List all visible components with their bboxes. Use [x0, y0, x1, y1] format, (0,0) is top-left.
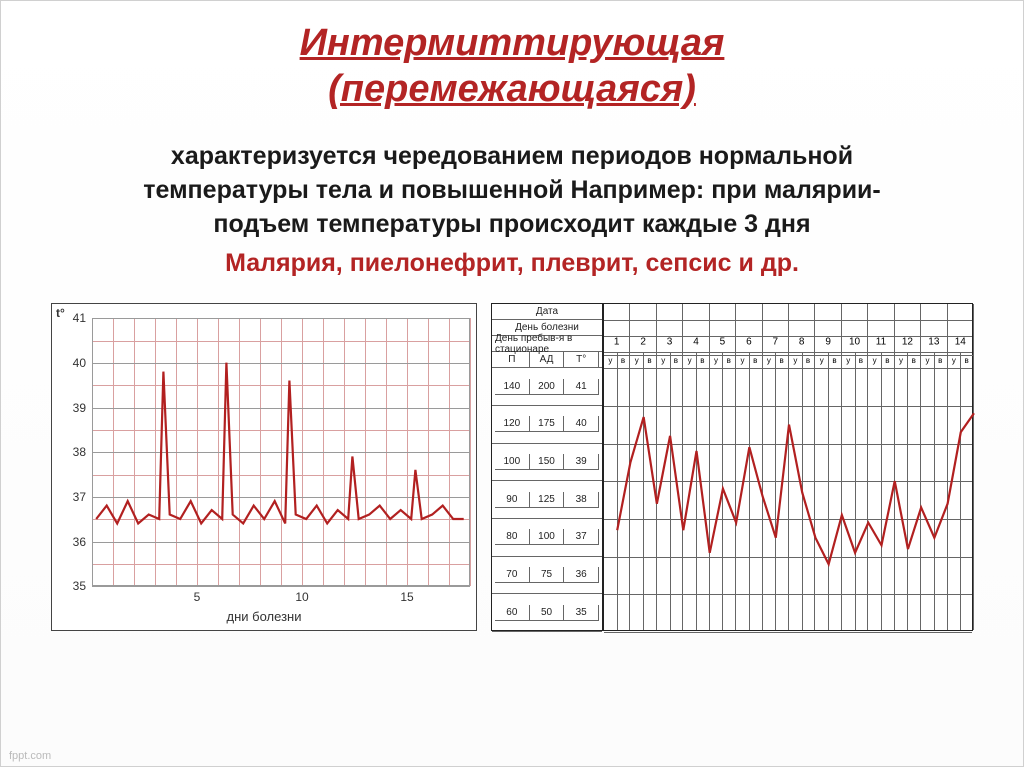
- scale-cell: 40: [564, 416, 599, 432]
- scale-cell: 36: [564, 567, 599, 583]
- scale-cell: 35: [564, 605, 599, 621]
- col-header: П: [495, 352, 530, 368]
- scale-cell: 150: [530, 454, 565, 470]
- scale-cell: 175: [530, 416, 565, 432]
- scale-cell: 60: [495, 605, 530, 621]
- watermark: fppt.com: [9, 750, 51, 762]
- col-header: Т°: [564, 352, 599, 368]
- chart-header-table: ДатаДень болезниДень пребыв-я в стациона…: [491, 303, 603, 631]
- scale-cell: 90: [495, 492, 530, 508]
- body-text: характеризуется чередованием периодов но…: [95, 140, 929, 241]
- slide-title: Интермиттирующая (перемежающаяся): [51, 21, 973, 112]
- slide: Интермиттирующая (перемежающаяся) характ…: [0, 0, 1024, 767]
- temperature-line: [604, 304, 972, 630]
- chart-grid-right: 1ув2ув3ув4ув5ув6ув7ув8ув9ув10ув11ув12ув1…: [603, 303, 973, 631]
- x-tick-label: 10: [295, 590, 308, 604]
- scale-cell: 38: [564, 492, 599, 508]
- scale-cell: 120: [495, 416, 530, 432]
- x-tick-label: 15: [400, 590, 413, 604]
- y-tick-label: 39: [52, 401, 86, 415]
- scale-cell: 75: [530, 567, 565, 583]
- x-tick-label: 5: [194, 590, 201, 604]
- header-row: Дата: [492, 304, 602, 320]
- scale-cell: 37: [564, 529, 599, 545]
- y-tick-label: 41: [52, 311, 86, 325]
- y-tick-label: 38: [52, 445, 86, 459]
- scale-cell: 125: [530, 492, 565, 508]
- scale-cell: 50: [530, 605, 565, 621]
- y-tick-label: 37: [52, 490, 86, 504]
- temperature-chart-right: ДатаДень болезниДень пребыв-я в стациона…: [491, 303, 973, 631]
- x-axis-title: дни болезни: [52, 609, 476, 624]
- scale-cell: 41: [564, 379, 599, 395]
- title-line-1: Интермиттирующая: [300, 22, 725, 64]
- y-tick-label: 35: [52, 579, 86, 593]
- col-header: АД: [530, 352, 565, 368]
- y-tick-label: 40: [52, 356, 86, 370]
- scale-cell: 70: [495, 567, 530, 583]
- scale-cell: 39: [564, 454, 599, 470]
- charts-row: t° дни болезни 3536373839404151015 ДатаД…: [51, 303, 973, 631]
- scale-cell: 100: [495, 454, 530, 470]
- title-line-2: (перемежающаяся): [328, 68, 696, 110]
- scale-cell: 80: [495, 529, 530, 545]
- header-row: День пребыв-я в стационаре: [492, 336, 602, 352]
- temperature-chart-left: t° дни болезни 3536373839404151015: [51, 303, 477, 631]
- scale-cell: 140: [495, 379, 530, 395]
- scale-cell: 200: [530, 379, 565, 395]
- y-tick-label: 36: [52, 535, 86, 549]
- body-text-diseases: Малярия, пиелонефрит, плеврит, сепсис и …: [51, 247, 973, 281]
- temperature-line: [92, 318, 470, 586]
- scale-cell: 100: [530, 529, 565, 545]
